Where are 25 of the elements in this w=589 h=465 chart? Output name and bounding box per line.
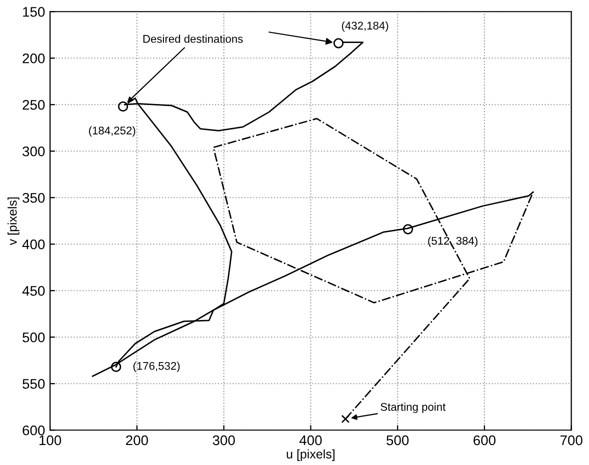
annotation: Starting point xyxy=(380,402,446,414)
y-tick-label: 300 xyxy=(22,146,45,156)
y-tick-label: 200 xyxy=(22,53,45,64)
annotation: (176,532) xyxy=(133,362,180,372)
x-tick-label: 700 xyxy=(560,435,582,446)
y-tick-label: 500 xyxy=(22,332,45,342)
y-axis-title: v [pixels] xyxy=(8,197,20,246)
y-tick-label: 600 xyxy=(22,425,45,436)
x-tick-label: 200 xyxy=(126,435,148,446)
y-tick-label: 550 xyxy=(22,378,45,389)
annotation: Desired destinations xyxy=(143,34,243,43)
annotation: (432,184) xyxy=(342,21,388,32)
x-tick-label: 400 xyxy=(299,435,322,446)
x-axis-title: u [pixels] xyxy=(286,449,334,461)
y-tick-label: 400 xyxy=(22,239,45,250)
y-tick-label: 350 xyxy=(22,192,45,203)
annotation: (512, 384) xyxy=(428,236,478,247)
x-tick-label: 500 xyxy=(386,435,409,446)
x-tick-label: 600 xyxy=(474,435,496,446)
y-tick-label: 150 xyxy=(23,6,45,17)
y-tick-label: 250 xyxy=(22,100,45,110)
x-tick-label: 100 xyxy=(40,435,62,446)
annotation: (184,252) xyxy=(89,126,136,137)
x-tick-label: 300 xyxy=(212,435,235,446)
y-tick-label: 450 xyxy=(22,286,45,296)
